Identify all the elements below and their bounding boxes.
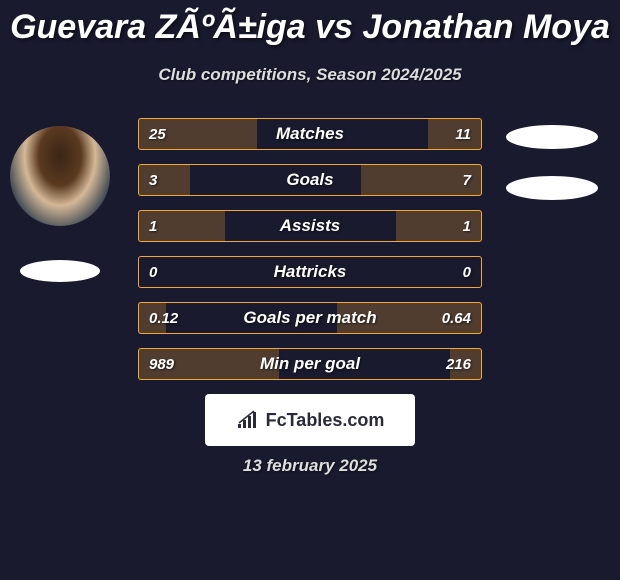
stat-label: Min per goal bbox=[139, 354, 481, 374]
stat-right-value: 0 bbox=[463, 264, 471, 281]
stat-label: Goals per match bbox=[139, 308, 481, 328]
brand-text: FcTables.com bbox=[266, 410, 385, 431]
stat-right-value: 11 bbox=[455, 126, 471, 143]
stat-row-assists: 1 Assists 1 bbox=[138, 210, 482, 242]
stat-row-min-per-goal: 989 Min per goal 216 bbox=[138, 348, 482, 380]
stat-label: Matches bbox=[139, 124, 481, 144]
player-left-flag bbox=[20, 260, 100, 282]
stat-row-matches: 25 Matches 11 bbox=[138, 118, 482, 150]
stat-right-value: 0.64 bbox=[442, 310, 471, 327]
stat-label: Hattricks bbox=[139, 262, 481, 282]
stats-container: 25 Matches 11 3 Goals 7 1 Assists 1 0 Ha… bbox=[138, 118, 482, 394]
comparison-title: Guevara ZÃºÃ±iga vs Jonathan Moya bbox=[0, 0, 620, 47]
footer-date: 13 february 2025 bbox=[0, 456, 620, 476]
player-left-avatar bbox=[10, 126, 110, 226]
player-right-flag-2 bbox=[506, 176, 598, 200]
stat-right-value: 7 bbox=[463, 172, 471, 189]
season-subtitle: Club competitions, Season 2024/2025 bbox=[0, 65, 620, 85]
stat-row-hattricks: 0 Hattricks 0 bbox=[138, 256, 482, 288]
stat-label: Assists bbox=[139, 216, 481, 236]
stat-right-value: 1 bbox=[463, 218, 471, 235]
footer-brand-logo[interactable]: FcTables.com bbox=[205, 394, 415, 446]
stat-label: Goals bbox=[139, 170, 481, 190]
stat-right-value: 216 bbox=[446, 356, 471, 373]
player-right-flag-1 bbox=[506, 125, 598, 149]
chart-icon bbox=[236, 410, 260, 430]
stat-row-goals-per-match: 0.12 Goals per match 0.64 bbox=[138, 302, 482, 334]
stat-row-goals: 3 Goals 7 bbox=[138, 164, 482, 196]
